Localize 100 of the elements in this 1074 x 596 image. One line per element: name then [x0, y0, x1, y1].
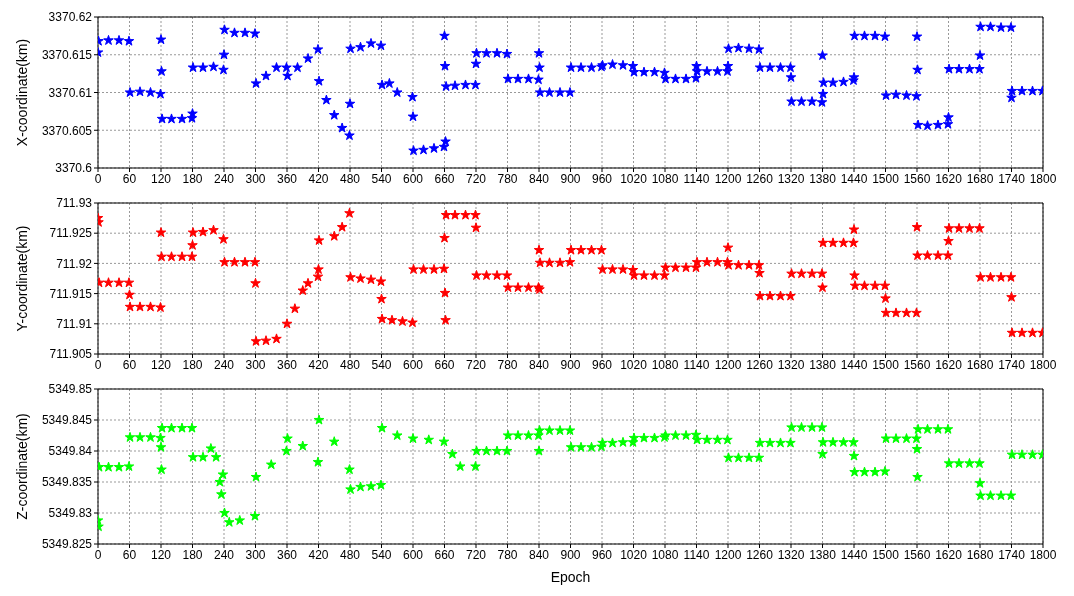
x-tick-label: 1620 — [935, 171, 963, 186]
x-tick-label: 1140 — [683, 547, 710, 562]
x-tick-label: 1020 — [620, 171, 648, 186]
x-tick-label: 1500 — [872, 547, 900, 562]
x-tick-label: 180 — [182, 357, 203, 372]
x-tick-label: 1440 — [840, 547, 868, 562]
x-tick-label: 120 — [150, 547, 172, 562]
x-tick-label: 0 — [94, 171, 102, 186]
x-tick-label: 1080 — [651, 547, 679, 562]
x-tick-label: 1560 — [903, 547, 931, 562]
x-tick-label: 1740 — [998, 357, 1026, 372]
x-tick-label: 720 — [465, 357, 487, 372]
x-tick-label: 1800 — [1029, 547, 1057, 562]
x-tick-label: 1020 — [620, 357, 648, 372]
x-tick-label: 900 — [560, 171, 581, 186]
x-tick-label: 0 — [94, 357, 102, 372]
y-tick-label: 711.93 — [56, 196, 93, 211]
x-tick-label: 1560 — [903, 357, 931, 372]
x-tick-label: 1320 — [777, 547, 805, 562]
x-tick-label: 480 — [339, 171, 361, 186]
x-tick-label: 780 — [497, 357, 518, 372]
x-tick-label: 300 — [245, 547, 266, 562]
x-tick-label: 1020 — [620, 547, 648, 562]
x-tick-label: 240 — [213, 547, 235, 562]
y-tick-label: 711.925 — [49, 226, 93, 241]
y-tick-label: 3370.615 — [41, 48, 93, 63]
x-tick-label: 1380 — [809, 171, 837, 186]
x-tick-label: 1320 — [777, 357, 805, 372]
y-tick-label: 3370.6 — [55, 161, 93, 176]
y-tick-label: 5349.85 — [48, 382, 93, 397]
x-tick-label: 240 — [213, 171, 235, 186]
x-tick-label: 780 — [497, 547, 518, 562]
x-tick-label: 960 — [591, 357, 613, 372]
x-tick-label: 1080 — [651, 357, 679, 372]
x-tick-label: 480 — [339, 547, 361, 562]
x-tick-label: 900 — [560, 357, 581, 372]
x-tick-label: 900 — [560, 547, 581, 562]
x-tick-label: 1440 — [840, 171, 868, 186]
x-tick-label: 960 — [591, 547, 613, 562]
y-tick-label: 5349.825 — [41, 537, 93, 552]
x-tick-label: 540 — [371, 547, 392, 562]
x-tick-label: 420 — [308, 171, 329, 186]
x-tick-label: 840 — [528, 547, 550, 562]
y-tick-label: 711.905 — [49, 347, 93, 362]
x-tick-label: 1740 — [998, 547, 1026, 562]
x-tick-label: 720 — [465, 547, 487, 562]
x-tick-label: 840 — [528, 357, 550, 372]
x-tick-label: 1140 — [683, 171, 710, 186]
x-tick-label: 1260 — [746, 547, 774, 562]
x-tick-label: 1500 — [872, 171, 900, 186]
y-axis-title: Y-coordinate(km) — [13, 225, 30, 332]
x-tick-label: 780 — [497, 171, 518, 186]
y-tick-label: 5349.83 — [48, 506, 93, 521]
x-tick-label: 60 — [122, 357, 137, 372]
x-tick-label: 420 — [308, 547, 329, 562]
y-tick-label: 5349.845 — [41, 413, 93, 428]
x-tick-label: 1200 — [714, 357, 742, 372]
x-tick-label: 480 — [339, 357, 361, 372]
x-tick-label: 300 — [245, 171, 266, 186]
x-tick-label: 1380 — [809, 357, 837, 372]
x-tick-label: 420 — [308, 357, 329, 372]
x-tick-label: 1080 — [651, 171, 679, 186]
x-tick-label: 600 — [402, 171, 424, 186]
x-tick-label: 1680 — [966, 547, 994, 562]
x-tick-label: 1800 — [1029, 357, 1057, 372]
y-tick-label: 3370.62 — [48, 10, 93, 25]
x-tick-label: 360 — [276, 171, 298, 186]
x-tick-label: 300 — [245, 357, 266, 372]
x-tick-label: 1680 — [966, 357, 994, 372]
x-tick-label: 1140 — [683, 357, 710, 372]
x-tick-label: 960 — [591, 171, 613, 186]
x-tick-label: 720 — [465, 171, 487, 186]
x-tick-label: 1620 — [935, 547, 963, 562]
x-tick-label: 540 — [371, 357, 392, 372]
x-tick-label: 1680 — [966, 171, 994, 186]
y-axis-title: X-coordinate(km) — [13, 38, 30, 147]
x-tick-label: 1260 — [746, 171, 774, 186]
x-tick-label: 120 — [150, 357, 172, 372]
x-tick-label: 660 — [434, 357, 455, 372]
x-tick-label: 240 — [213, 357, 235, 372]
x-tick-label: 120 — [150, 171, 172, 186]
y-tick-label: 5349.835 — [41, 475, 93, 490]
y-tick-label: 711.92 — [56, 256, 93, 271]
x-tick-label: 360 — [276, 357, 298, 372]
y-tick-label: 711.91 — [56, 317, 93, 332]
y-axis-title: Z-coordinate(km) — [13, 413, 30, 520]
x-axis-title: Epoch — [550, 569, 591, 585]
x-tick-label: 660 — [434, 171, 455, 186]
x-tick-label: 60 — [122, 547, 137, 562]
x-tick-label: 180 — [182, 171, 203, 186]
x-tick-label: 60 — [122, 171, 137, 186]
y-tick-label: 3370.61 — [48, 85, 93, 100]
x-tick-label: 660 — [434, 547, 455, 562]
x-tick-label: 600 — [402, 547, 424, 562]
x-tick-label: 0 — [94, 547, 102, 562]
x-tick-label: 360 — [276, 547, 298, 562]
y-tick-label: 711.915 — [49, 286, 93, 301]
x-tick-label: 840 — [528, 171, 550, 186]
x-tick-label: 1740 — [998, 171, 1026, 186]
x-tick-label: 1560 — [903, 171, 931, 186]
